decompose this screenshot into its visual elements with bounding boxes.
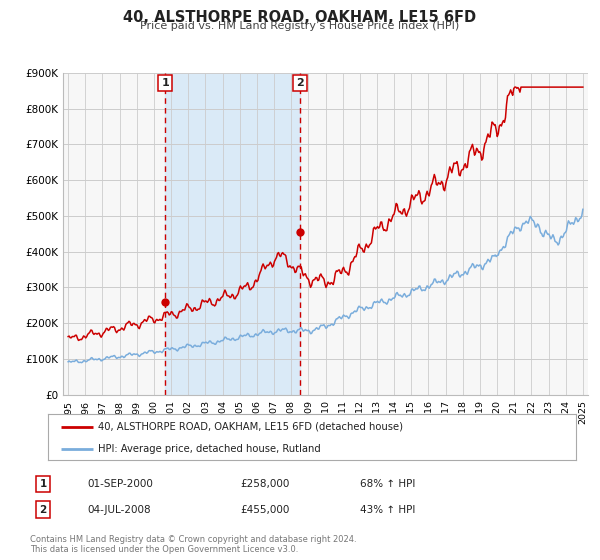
Text: 2: 2 <box>40 505 47 515</box>
Bar <box>166 73 300 395</box>
Text: 1: 1 <box>40 479 47 489</box>
Text: 2: 2 <box>296 78 304 87</box>
Text: Contains HM Land Registry data © Crown copyright and database right 2024.
This d: Contains HM Land Registry data © Crown c… <box>30 535 356 554</box>
Text: 01-SEP-2000: 01-SEP-2000 <box>87 479 153 489</box>
Text: 43% ↑ HPI: 43% ↑ HPI <box>360 505 415 515</box>
Text: 40, ALSTHORPE ROAD, OAKHAM, LE15 6FD: 40, ALSTHORPE ROAD, OAKHAM, LE15 6FD <box>124 10 476 25</box>
Text: 68% ↑ HPI: 68% ↑ HPI <box>360 479 415 489</box>
Text: 1: 1 <box>161 78 169 87</box>
Text: £258,000: £258,000 <box>240 479 289 489</box>
Text: £455,000: £455,000 <box>240 505 289 515</box>
Text: Price paid vs. HM Land Registry’s House Price Index (HPI): Price paid vs. HM Land Registry’s House … <box>140 21 460 31</box>
Text: 40, ALSTHORPE ROAD, OAKHAM, LE15 6FD (detached house): 40, ALSTHORPE ROAD, OAKHAM, LE15 6FD (de… <box>98 422 403 432</box>
Text: 04-JUL-2008: 04-JUL-2008 <box>87 505 151 515</box>
Text: HPI: Average price, detached house, Rutland: HPI: Average price, detached house, Rutl… <box>98 444 321 454</box>
